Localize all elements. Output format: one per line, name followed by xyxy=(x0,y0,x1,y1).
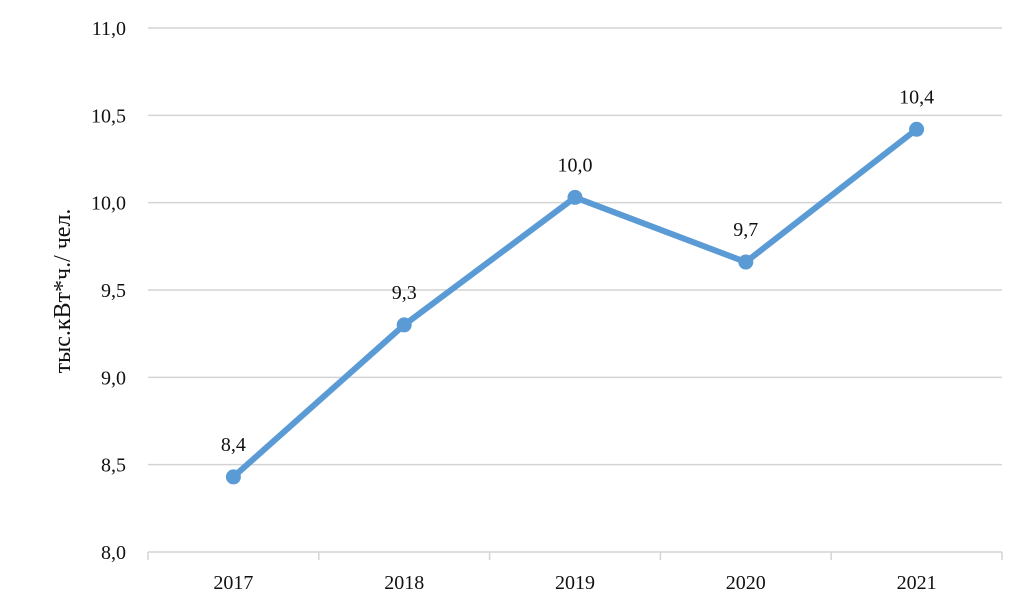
data-label: 8,4 xyxy=(221,434,246,456)
x-tick-label: 2017 xyxy=(213,572,253,594)
data-label: 10,4 xyxy=(899,86,934,108)
data-label: 9,3 xyxy=(392,282,417,304)
x-tick-label: 2019 xyxy=(555,572,595,594)
y-axis-ticks: 8,0 8,5 9,0 9,5 10,0 10,5 11,0 xyxy=(91,18,126,564)
y-tick-label: 11,0 xyxy=(92,18,126,40)
x-tick-label: 2021 xyxy=(897,572,937,594)
data-point-marker xyxy=(396,317,412,333)
gridlines xyxy=(148,27,1002,553)
data-label: 9,7 xyxy=(733,219,758,241)
y-tick-label: 9,0 xyxy=(101,367,126,389)
series-line xyxy=(230,126,920,480)
data-labels: 8,4 9,3 10,0 9,7 10,4 xyxy=(221,86,934,456)
y-tick-label: 8,0 xyxy=(101,542,126,564)
x-tick-label: 2018 xyxy=(384,572,424,594)
data-point-marker xyxy=(909,121,925,137)
data-point-marker xyxy=(738,254,754,270)
data-point-marker xyxy=(225,469,241,485)
y-axis-title: тыс.кВт*ч./ чел. xyxy=(50,209,76,374)
data-point-marker xyxy=(567,189,583,205)
x-axis-ticks: 2017 2018 2019 2020 2021 xyxy=(147,552,1003,594)
x-tick-label: 2020 xyxy=(726,572,766,594)
data-label: 10,0 xyxy=(558,154,593,176)
series-line-group xyxy=(230,126,920,480)
series-markers xyxy=(225,121,925,485)
y-tick-label: 10,5 xyxy=(91,105,126,127)
y-tick-label: 10,0 xyxy=(91,193,126,215)
y-tick-label: 8,5 xyxy=(101,455,126,477)
y-tick-label: 9,5 xyxy=(101,280,126,302)
